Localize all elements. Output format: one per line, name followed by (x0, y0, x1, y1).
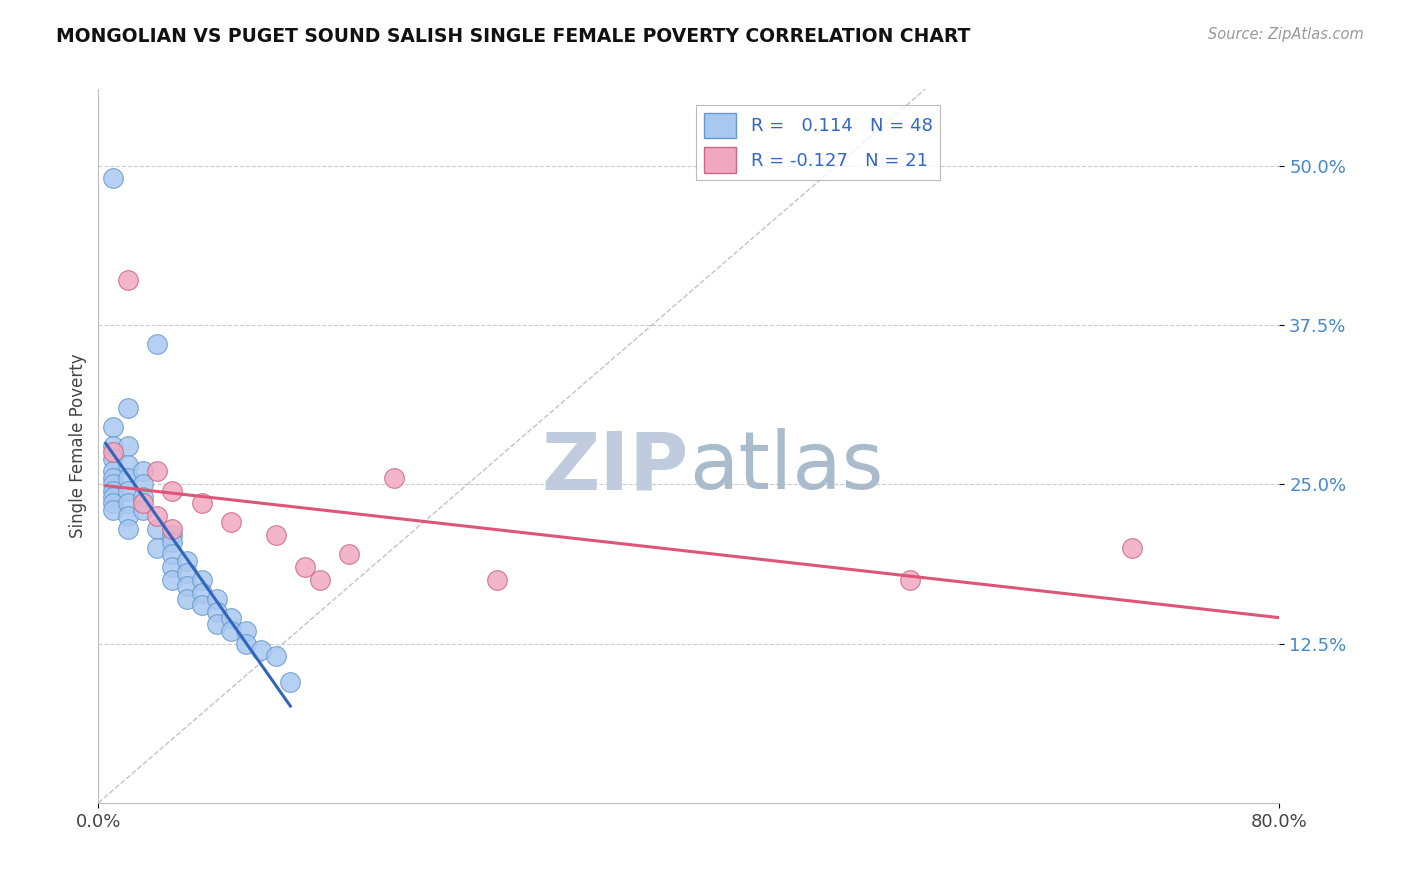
Point (117, 273, 139, 287)
Point (146, 465, 169, 479)
Point (221, 516, 243, 530)
Point (146, 541, 169, 555)
Point (103, 496, 125, 510)
Point (205, 617, 228, 632)
Point (221, 611, 243, 625)
Point (103, 490, 125, 504)
Point (132, 502, 155, 516)
Point (205, 605, 228, 619)
Point (1121, 541, 1143, 555)
Text: Source: ZipAtlas.com: Source: ZipAtlas.com (1208, 27, 1364, 42)
Point (117, 496, 139, 510)
Point (250, 643, 273, 657)
Point (117, 522, 139, 536)
Point (132, 477, 155, 491)
Point (162, 547, 183, 561)
Point (191, 585, 214, 599)
Point (205, 591, 228, 606)
Point (103, 420, 125, 434)
Point (162, 560, 183, 574)
Point (117, 471, 139, 485)
Point (132, 490, 155, 504)
Point (191, 573, 214, 587)
Point (103, 502, 125, 516)
Point (103, 445, 125, 459)
Point (117, 401, 139, 415)
Point (117, 483, 139, 498)
Point (486, 573, 509, 587)
Point (103, 477, 125, 491)
Point (103, 451, 125, 466)
Point (235, 636, 257, 650)
Point (294, 560, 316, 574)
Point (309, 573, 332, 587)
Point (132, 496, 155, 510)
Point (132, 465, 155, 479)
Point (176, 566, 198, 581)
Point (176, 579, 198, 593)
Point (103, 465, 125, 479)
Point (162, 528, 183, 542)
Point (339, 547, 361, 561)
Point (264, 528, 287, 542)
Point (162, 534, 183, 549)
Point (191, 496, 214, 510)
Point (221, 624, 243, 638)
Legend: R =   0.114   N = 48, R = -0.127   N = 21: R = 0.114 N = 48, R = -0.127 N = 21 (696, 105, 939, 180)
Point (103, 471, 125, 485)
Point (162, 573, 183, 587)
Text: atlas: atlas (689, 428, 883, 507)
Point (162, 483, 183, 498)
Point (117, 439, 139, 453)
Point (280, 674, 302, 689)
Point (146, 337, 169, 351)
Point (191, 599, 214, 613)
Point (146, 509, 169, 524)
Point (176, 554, 198, 568)
Point (103, 439, 125, 453)
Text: ZIP: ZIP (541, 428, 689, 507)
Point (264, 649, 287, 664)
Point (146, 522, 169, 536)
Point (103, 483, 125, 498)
Point (900, 573, 922, 587)
Point (162, 522, 183, 536)
Point (382, 471, 405, 485)
Point (103, 171, 125, 186)
Point (117, 509, 139, 524)
Y-axis label: Single Female Poverty: Single Female Poverty (69, 354, 87, 538)
Point (176, 591, 198, 606)
Point (117, 458, 139, 472)
Text: MONGOLIAN VS PUGET SOUND SALISH SINGLE FEMALE POVERTY CORRELATION CHART: MONGOLIAN VS PUGET SOUND SALISH SINGLE F… (56, 27, 970, 45)
Point (235, 624, 257, 638)
